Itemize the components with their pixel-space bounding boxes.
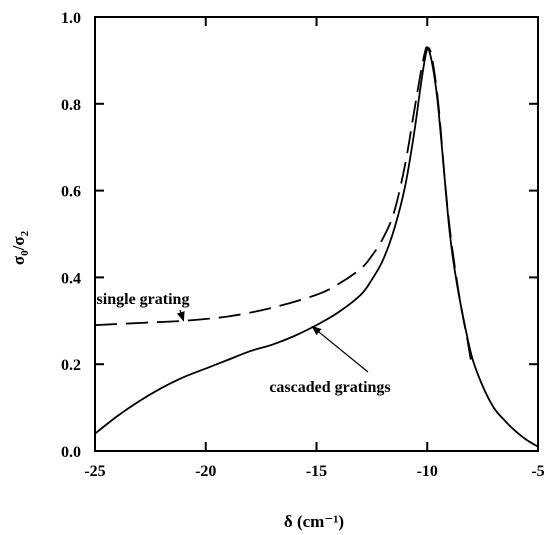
annotation-arrow (311, 325, 369, 373)
x-axis-title: δ (cm⁻¹) (284, 512, 344, 531)
y-axis-title: σ0/σ2 (9, 230, 31, 265)
x-tick-label: -5 (531, 463, 544, 480)
series (94, 46, 539, 448)
annotation-label: cascaded gratings (269, 379, 390, 396)
annotations: single grating cascaded gratings (97, 291, 391, 396)
x-tick-label: -10 (417, 463, 438, 480)
series-line-single-grating (94, 46, 473, 365)
x-tick-label: -25 (84, 463, 105, 480)
y-tick-label: 0.8 (61, 97, 81, 114)
annotation-arrow (176, 309, 185, 322)
y-tick-label: 0.2 (61, 357, 81, 374)
y-tick-label: 0.6 (61, 184, 81, 201)
series-line-cascaded-gratings (94, 47, 539, 448)
svg-text:σ0/σ2: σ0/σ2 (9, 230, 31, 265)
y-tick-label: 1.0 (61, 10, 81, 27)
ticks: -25 -20 -15 -10 -5 0.0 0.2 0.4 0.6 0.8 1.0 (61, 10, 545, 480)
x-tick-label: -15 (306, 463, 327, 480)
y-tick-label: 0.4 (61, 270, 81, 287)
y-axis-title-main: σ (9, 255, 28, 265)
annotation-label: single grating (97, 291, 190, 308)
y-tick-label: 0.0 (61, 444, 81, 461)
y-axis-title-sep: /σ (9, 236, 28, 252)
x-tick-label: -20 (195, 463, 216, 480)
y-axis-title-sub1: 0 (19, 250, 31, 256)
y-axis-title-sub2: 2 (19, 230, 31, 236)
